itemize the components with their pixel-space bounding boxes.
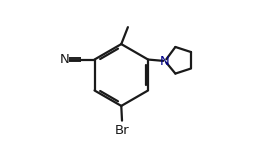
Text: N: N [60,53,69,66]
Text: N: N [160,54,170,68]
Text: Br: Br [115,124,129,137]
